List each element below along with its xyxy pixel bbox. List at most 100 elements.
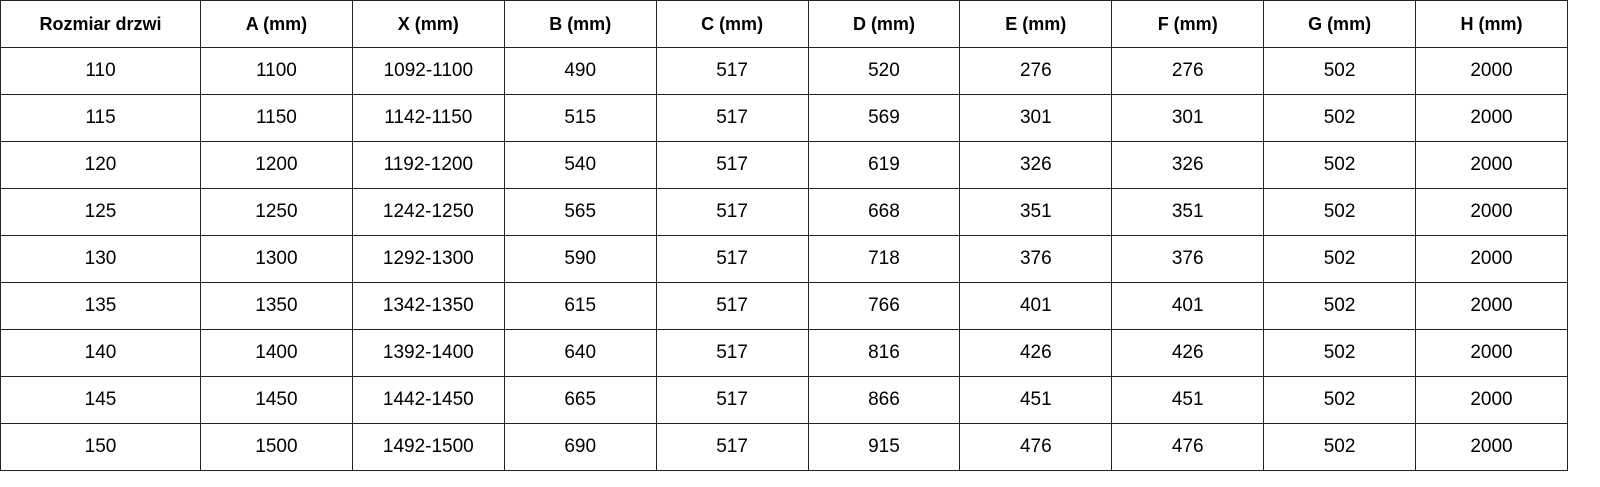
table-cell: 326 [1111,141,1265,189]
table-cell: 517 [655,47,809,95]
column-header: H (mm) [1415,0,1568,48]
table-row: 150 1500 1492-1500 690 517 915 476 476 502 2000 [0,423,1568,471]
table-row: 115 1150 1142-1150 515 517 569 301 301 502 2000 [0,94,1568,142]
table-cell: 301 [1111,94,1265,142]
table-cell: 640 [503,329,657,377]
table-cell: 540 [503,141,657,189]
table-cell: 1192-1200 [351,141,505,189]
table-cell: 2000 [1415,376,1568,424]
table-cell: 2000 [1415,423,1568,471]
table-cell: 110 [0,47,201,95]
table-cell: 615 [503,282,657,330]
table-cell: 1292-1300 [351,235,505,283]
table-cell: 1200 [200,141,353,189]
table-cell: 401 [959,282,1113,330]
table-row: 135 1350 1342-1350 615 517 766 401 401 502 2000 [0,282,1568,330]
column-header: G (mm) [1263,0,1416,48]
table-cell: 520 [807,47,961,95]
table-cell: 517 [655,376,809,424]
table-cell: 517 [655,282,809,330]
table-cell: 135 [0,282,201,330]
table-cell: 326 [959,141,1113,189]
table-cell: 1342-1350 [351,282,505,330]
column-header: X (mm) [351,0,505,48]
table-cell: 866 [807,376,961,424]
table-cell: 690 [503,423,657,471]
table-cell: 120 [0,141,201,189]
table-cell: 502 [1263,282,1416,330]
table-row: 110 1100 1092-1100 490 517 520 276 276 502 2000 [0,47,1568,95]
table-cell: 276 [1111,47,1265,95]
table-cell: 517 [655,423,809,471]
table-cell: 301 [959,94,1113,142]
table-cell: 502 [1263,94,1416,142]
column-header: D (mm) [807,0,961,48]
table-cell: 1300 [200,235,353,283]
table-cell: 2000 [1415,282,1568,330]
table-cell: 1100 [200,47,353,95]
column-header: Rozmiar drzwi [0,0,201,48]
table-cell: 150 [0,423,201,471]
table-cell: 476 [959,423,1113,471]
table-row: 125 1250 1242-1250 565 517 668 351 351 502 2000 [0,188,1568,236]
table-cell: 502 [1263,423,1416,471]
column-header: A (mm) [200,0,353,48]
table-cell: 140 [0,329,201,377]
table-cell: 502 [1263,188,1416,236]
table-cell: 718 [807,235,961,283]
table-cell: 1450 [200,376,353,424]
table-cell: 376 [1111,235,1265,283]
table-header-row: Rozmiar drzwi A (mm) X (mm) B (mm) C (mm) D (… [0,0,1568,48]
table-cell: 276 [959,47,1113,95]
table-cell: 1442-1450 [351,376,505,424]
table-cell: 1150 [200,94,353,142]
table-cell: 376 [959,235,1113,283]
table-cell: 2000 [1415,94,1568,142]
table-cell: 145 [0,376,201,424]
table-cell: 351 [1111,188,1265,236]
table-cell: 2000 [1415,141,1568,189]
column-header: B (mm) [503,0,657,48]
column-header: C (mm) [655,0,809,48]
table-cell: 565 [503,188,657,236]
table-cell: 2000 [1415,329,1568,377]
table-cell: 351 [959,188,1113,236]
table-cell: 490 [503,47,657,95]
table-cell: 1242-1250 [351,188,505,236]
table-row: 140 1400 1392-1400 640 517 816 426 426 502 2000 [0,329,1568,377]
table-cell: 517 [655,94,809,142]
table-cell: 1492-1500 [351,423,505,471]
table-cell: 569 [807,94,961,142]
table-cell: 130 [0,235,201,283]
table-cell: 2000 [1415,188,1568,236]
table-cell: 590 [503,235,657,283]
table-cell: 1500 [200,423,353,471]
table-cell: 517 [655,141,809,189]
table-cell: 915 [807,423,961,471]
table-cell: 115 [0,94,201,142]
table-row: 120 1200 1192-1200 540 517 619 326 326 502 2000 [0,141,1568,189]
table-cell: 515 [503,94,657,142]
table-cell: 401 [1111,282,1265,330]
table-cell: 619 [807,141,961,189]
table-cell: 1092-1100 [351,47,505,95]
table-cell: 2000 [1415,235,1568,283]
table-cell: 502 [1263,47,1416,95]
table-cell: 665 [503,376,657,424]
table-cell: 426 [959,329,1113,377]
table-cell: 1350 [200,282,353,330]
table-cell: 502 [1263,376,1416,424]
table-cell: 517 [655,329,809,377]
table-cell: 2000 [1415,47,1568,95]
table-row: 130 1300 1292-1300 590 517 718 376 376 502 2000 [0,235,1568,283]
table-row: 145 1450 1442-1450 665 517 866 451 451 502 2000 [0,376,1568,424]
table-cell: 517 [655,235,809,283]
table-cell: 1142-1150 [351,94,505,142]
table-cell: 476 [1111,423,1265,471]
table-cell: 668 [807,188,961,236]
column-header: F (mm) [1111,0,1265,48]
table-cell: 451 [1111,376,1265,424]
table-cell: 426 [1111,329,1265,377]
door-dimensions-table: Rozmiar drzwi A (mm) X (mm) B (mm) C (mm) D (… [0,0,1568,471]
table-cell: 766 [807,282,961,330]
